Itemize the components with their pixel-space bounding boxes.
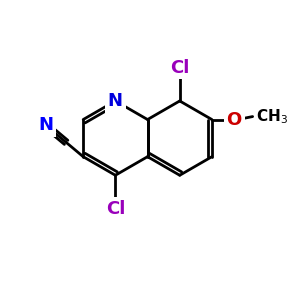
Text: CH$_3$: CH$_3$ xyxy=(256,107,288,126)
Text: N: N xyxy=(108,92,123,110)
Text: O: O xyxy=(226,110,242,128)
Text: N: N xyxy=(38,116,53,134)
Text: Cl: Cl xyxy=(170,59,189,77)
Text: Cl: Cl xyxy=(106,200,125,217)
